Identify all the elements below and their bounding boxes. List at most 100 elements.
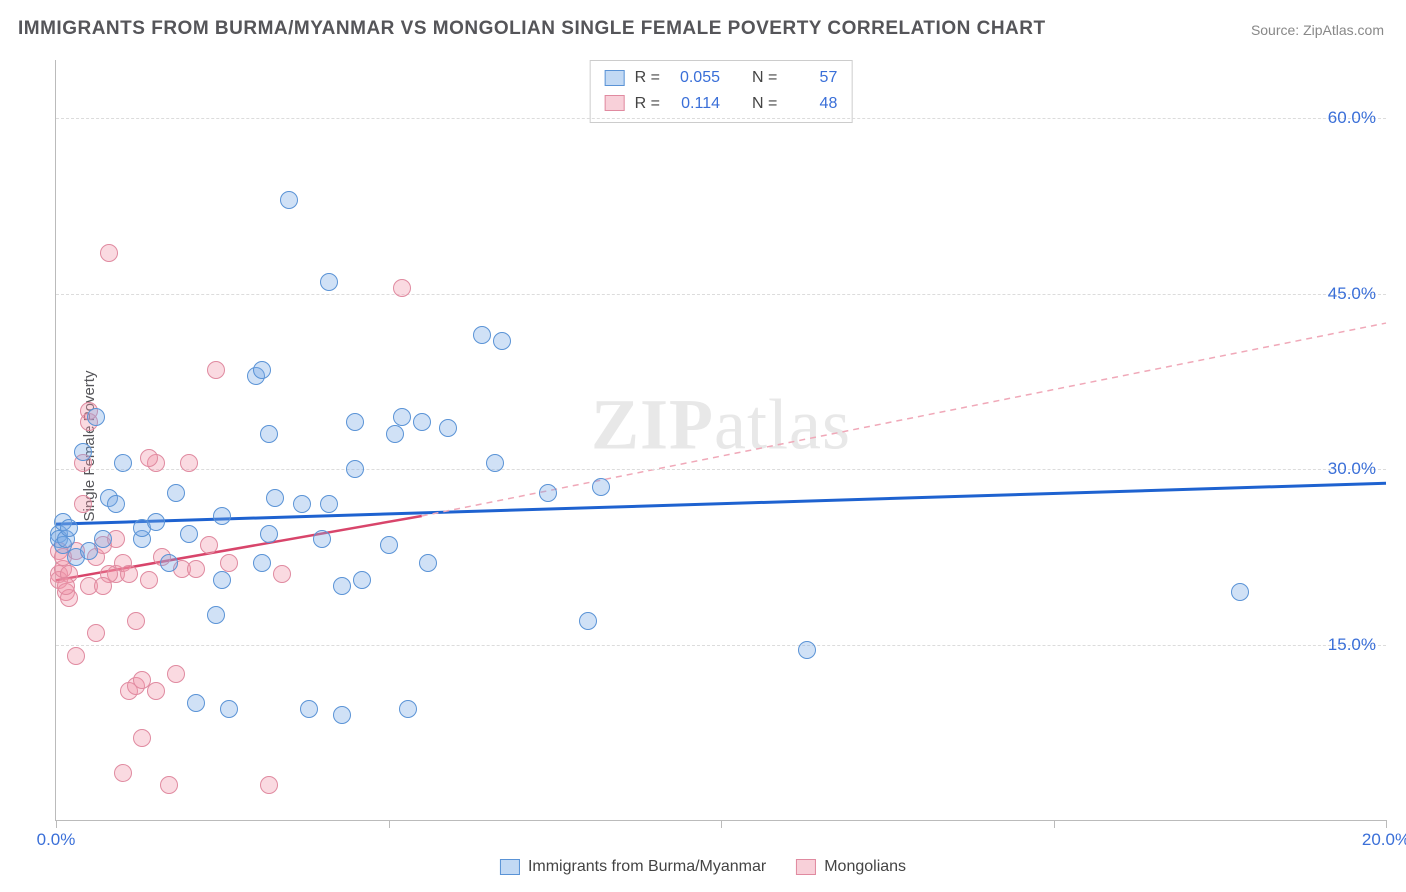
data-point-burma: [207, 606, 225, 624]
data-point-burma: [167, 484, 185, 502]
legend-swatch: [796, 859, 816, 875]
legend-n-value: 48: [787, 91, 837, 117]
data-point-burma: [253, 554, 271, 572]
data-point-mongolian: [94, 577, 112, 595]
data-point-burma: [60, 519, 78, 537]
trend-lines: [56, 60, 1386, 820]
legend-n-value: 57: [787, 65, 837, 91]
data-point-burma: [280, 191, 298, 209]
data-point-burma: [114, 454, 132, 472]
data-point-burma: [87, 408, 105, 426]
correlation-legend: R = 0.055 N = 57 R = 0.114 N = 48: [590, 60, 853, 123]
data-point-burma: [253, 361, 271, 379]
data-point-burma: [539, 484, 557, 502]
data-point-burma: [386, 425, 404, 443]
legend-swatch: [605, 95, 625, 111]
data-point-burma: [346, 460, 364, 478]
legend-row: R = 0.055 N = 57: [605, 65, 838, 91]
legend-swatch: [605, 70, 625, 86]
data-point-mongolian: [74, 495, 92, 513]
data-point-burma: [493, 332, 511, 350]
source-attribution: Source: ZipAtlas.com: [1251, 22, 1384, 38]
legend-r-label: R =: [635, 65, 660, 91]
data-point-burma: [160, 554, 178, 572]
data-point-burma: [413, 413, 431, 431]
data-point-burma: [798, 641, 816, 659]
data-point-burma: [486, 454, 504, 472]
data-point-burma: [592, 478, 610, 496]
legend-label: Mongolians: [824, 858, 906, 876]
data-point-burma: [180, 525, 198, 543]
data-point-burma: [579, 612, 597, 630]
data-point-burma: [293, 495, 311, 513]
gridline: [56, 118, 1386, 119]
x-tick-label: 0.0%: [37, 830, 76, 850]
scatter-plot-area: ZIPatlas R = 0.055 N = 57 R = 0.114 N = …: [55, 60, 1386, 821]
data-point-burma: [266, 489, 284, 507]
data-point-mongolian: [147, 682, 165, 700]
data-point-burma: [346, 413, 364, 431]
legend-n-label: N =: [752, 91, 777, 117]
data-point-mongolian: [393, 279, 411, 297]
data-point-burma: [107, 495, 125, 513]
data-point-burma: [1231, 583, 1249, 601]
data-point-burma: [399, 700, 417, 718]
data-point-burma: [220, 700, 238, 718]
legend-swatch: [500, 859, 520, 875]
trend-line-burma: [56, 483, 1386, 524]
data-point-mongolian: [120, 565, 138, 583]
data-point-mongolian: [160, 776, 178, 794]
data-point-mongolian: [57, 577, 75, 595]
data-point-mongolian: [67, 647, 85, 665]
x-tick: [389, 820, 390, 828]
x-tick: [56, 820, 57, 828]
data-point-burma: [213, 571, 231, 589]
data-point-burma: [320, 273, 338, 291]
series-legend: Immigrants from Burma/Myanmar Mongolians: [500, 858, 906, 876]
data-point-burma: [260, 525, 278, 543]
data-point-burma: [380, 536, 398, 554]
data-point-mongolian: [87, 624, 105, 642]
legend-n-label: N =: [752, 65, 777, 91]
data-point-burma: [353, 571, 371, 589]
data-point-burma: [74, 443, 92, 461]
y-tick-label: 15.0%: [1328, 635, 1376, 655]
legend-item: Mongolians: [796, 858, 906, 876]
y-tick-label: 30.0%: [1328, 459, 1376, 479]
data-point-mongolian: [260, 776, 278, 794]
data-point-mongolian: [140, 571, 158, 589]
data-point-burma: [393, 408, 411, 426]
gridline: [56, 645, 1386, 646]
data-point-mongolian: [127, 612, 145, 630]
x-tick: [721, 820, 722, 828]
data-point-mongolian: [187, 560, 205, 578]
data-point-mongolian: [140, 449, 158, 467]
legend-row: R = 0.114 N = 48: [605, 91, 838, 117]
gridline: [56, 294, 1386, 295]
data-point-burma: [473, 326, 491, 344]
data-point-burma: [147, 513, 165, 531]
legend-item: Immigrants from Burma/Myanmar: [500, 858, 766, 876]
x-tick: [1054, 820, 1055, 828]
x-tick: [1386, 820, 1387, 828]
data-point-burma: [333, 577, 351, 595]
data-point-burma: [439, 419, 457, 437]
data-point-burma: [300, 700, 318, 718]
data-point-burma: [213, 507, 231, 525]
data-point-burma: [187, 694, 205, 712]
data-point-mongolian: [273, 565, 291, 583]
x-tick-label: 20.0%: [1362, 830, 1406, 850]
y-tick-label: 60.0%: [1328, 108, 1376, 128]
data-point-burma: [419, 554, 437, 572]
chart-title: IMMIGRANTS FROM BURMA/MYANMAR VS MONGOLI…: [18, 18, 1046, 40]
data-point-mongolian: [207, 361, 225, 379]
data-point-burma: [260, 425, 278, 443]
legend-r-value: 0.055: [670, 65, 720, 91]
data-point-burma: [333, 706, 351, 724]
legend-r-label: R =: [635, 91, 660, 117]
data-point-mongolian: [200, 536, 218, 554]
data-point-mongolian: [167, 665, 185, 683]
data-point-mongolian: [220, 554, 238, 572]
legend-label: Immigrants from Burma/Myanmar: [528, 858, 766, 876]
data-point-burma: [80, 542, 98, 560]
